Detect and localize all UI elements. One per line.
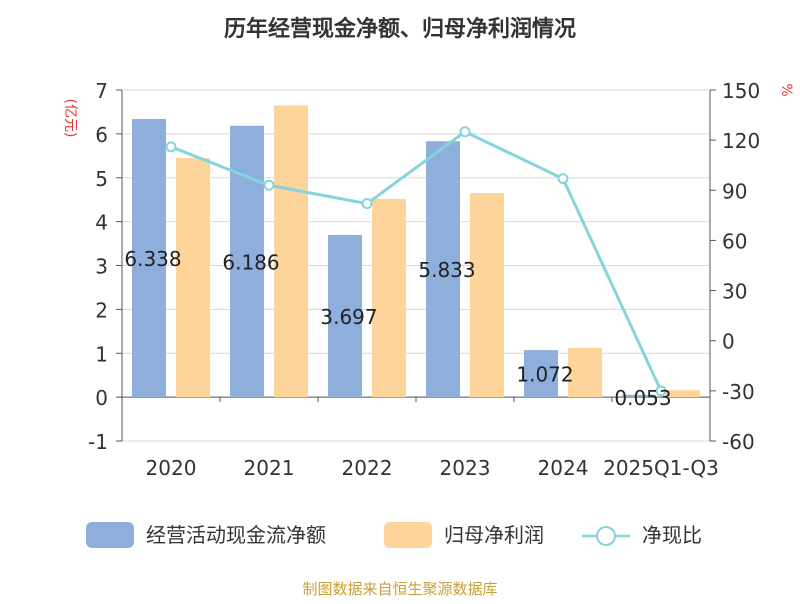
left-axis-tick-label: 6	[95, 123, 108, 147]
bar-net-profit[interactable]	[568, 347, 602, 398]
legend: 经营活动现金流净额 归母净利润 净现比	[86, 522, 702, 548]
legend-item-cashflow[interactable]: 经营活动现金流净额	[86, 522, 326, 548]
right-axis-tick-label: 60	[722, 229, 747, 253]
legend-swatch-ratio-marker	[596, 526, 616, 546]
left-axis-tick-label: 1	[95, 342, 108, 366]
right-axis-tick-label: 150	[722, 79, 760, 103]
data-label-cashflow: 1.072	[516, 363, 573, 387]
bar-net-profit[interactable]	[666, 390, 700, 398]
legend-swatch-cashflow	[86, 522, 134, 548]
right-axis-tick-label: 90	[722, 179, 747, 203]
left-axis-tick-label: 5	[95, 167, 108, 191]
legend-item-ratio[interactable]: 净现比	[582, 523, 702, 547]
right-axis-tick-label: -60	[722, 430, 755, 454]
bar-cashflow[interactable]	[328, 234, 362, 398]
right-axis-tick-label: -30	[722, 380, 755, 404]
right-axis-label: %	[778, 83, 794, 96]
ratio-point[interactable]	[263, 179, 275, 191]
left-axis-tick-label: -1	[88, 430, 108, 454]
left-axis-tick-label: 7	[95, 79, 108, 103]
legend-label-net-profit: 归母净利润	[444, 523, 544, 547]
data-label-cashflow: 3.697	[320, 305, 377, 329]
legend-swatch-net-profit	[384, 522, 432, 548]
bar-net-profit[interactable]	[176, 158, 210, 398]
legend-label-ratio: 净现比	[642, 523, 702, 547]
right-axis-tick-label: 120	[722, 129, 760, 153]
x-tick-label: 2021	[244, 456, 295, 480]
bars	[132, 105, 700, 398]
bar-net-profit[interactable]	[274, 105, 308, 398]
data-label-cashflow: 0.053	[614, 386, 671, 410]
ratio-point[interactable]	[361, 198, 373, 210]
ratio-point[interactable]	[459, 126, 471, 138]
left-axis-tick-label: 3	[95, 255, 108, 279]
data-label-cashflow: 6.186	[222, 250, 279, 274]
ratio-line	[170, 130, 663, 392]
axes: -1 0 1 2 3 4 5 6 7 -60 -30 0 30 60 90 120 150	[88, 79, 760, 454]
left-axis-tick-label: 2	[95, 298, 108, 322]
left-axis-tick-label: 4	[95, 211, 108, 235]
legend-item-net-profit[interactable]: 归母净利润	[384, 522, 544, 548]
ratio-point[interactable]	[655, 385, 667, 397]
ratio-point[interactable]	[165, 141, 177, 153]
ratio-point[interactable]	[557, 173, 569, 185]
left-axis-tick-label: 0	[95, 386, 108, 410]
data-label-cashflow: 5.833	[418, 258, 475, 282]
legend-label-cashflow: 经营活动现金流净额	[146, 523, 326, 547]
x-tick-label: 2022	[342, 456, 393, 480]
chart-title: 历年经营现金净额、归母净利润情况	[224, 16, 576, 42]
right-axis-tick-label: 0	[722, 330, 735, 354]
left-axis-label: (亿元)	[62, 99, 78, 138]
data-label-cashflow: 6.338	[124, 247, 181, 271]
bar-cashflow[interactable]	[622, 394, 656, 398]
x-tick-labels: 2020 2021 2022 2023 2024 2025Q1-Q3	[146, 456, 719, 480]
bar-cashflow[interactable]	[132, 119, 166, 398]
bar-net-profit[interactable]	[372, 198, 406, 398]
x-tick-label: 2025Q1-Q3	[603, 456, 719, 480]
x-tick-label: 2020	[146, 456, 197, 480]
data-labels: 6.338 6.186 3.697 5.833 1.072 0.053	[124, 247, 671, 410]
ratio-line-series	[165, 126, 667, 397]
bar-cashflow[interactable]	[426, 141, 460, 398]
right-axis-tick-label: 30	[722, 280, 747, 304]
x-tick-label: 2024	[538, 456, 589, 480]
bar-net-profit[interactable]	[470, 193, 504, 398]
x-tick-label: 2023	[440, 456, 491, 480]
bar-cashflow[interactable]	[524, 350, 558, 398]
source-note: 制图数据来自恒生聚源数据库	[302, 580, 497, 598]
